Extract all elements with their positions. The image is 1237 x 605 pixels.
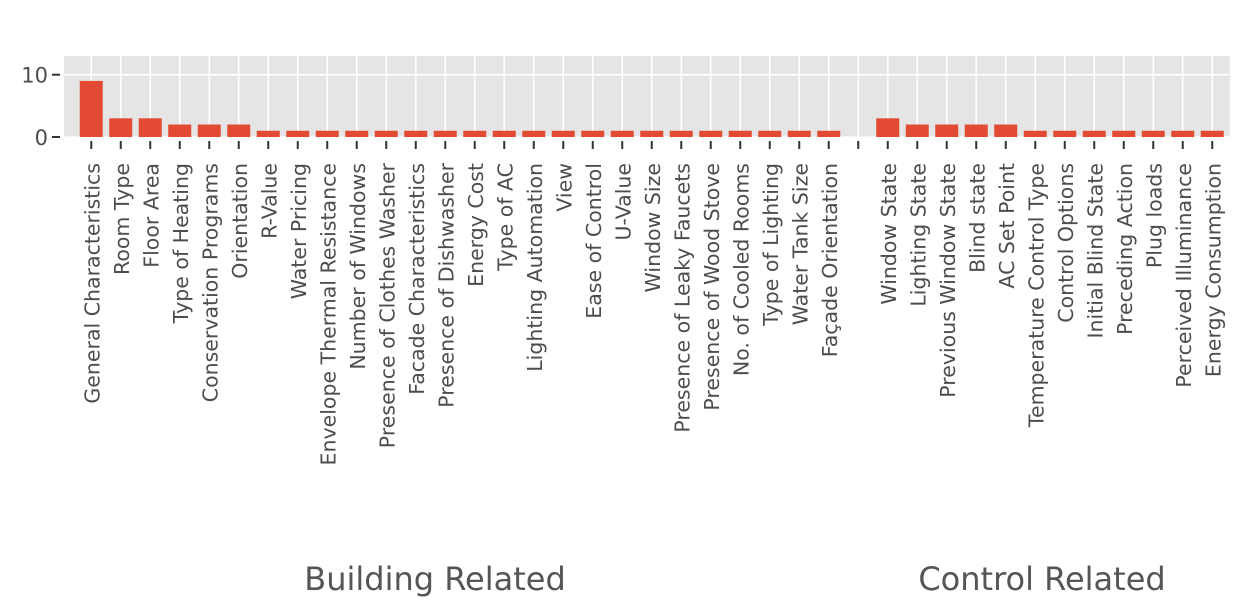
bar xyxy=(1171,130,1195,137)
bar xyxy=(817,130,841,137)
x-tick-label: Room Type xyxy=(110,163,134,275)
bar xyxy=(1141,130,1165,137)
bar xyxy=(227,124,251,137)
bar xyxy=(581,130,605,137)
bar xyxy=(964,124,988,137)
x-tick-label: Window Size xyxy=(641,163,665,292)
x-tick-label: Presence of Clothes Washer xyxy=(375,162,399,448)
x-tick-label: Temperature Control Type xyxy=(1024,163,1048,428)
bar xyxy=(787,130,811,137)
bar xyxy=(138,118,162,137)
group-label-control: Control Related xyxy=(918,560,1165,598)
x-tick-label: Lighting Automation xyxy=(523,163,547,372)
bar xyxy=(1082,130,1106,137)
bar xyxy=(640,130,664,137)
x-tick-label: No. of Cooled Rooms xyxy=(729,163,753,376)
bars xyxy=(79,80,1224,137)
x-tick-label: R-Value xyxy=(257,163,281,239)
x-tick-label: Orientation xyxy=(228,163,252,279)
x-axis-labels: General Characteristics Room Type Floor Ar… xyxy=(80,162,1225,465)
x-tick-label: AC Set Point xyxy=(995,163,1019,289)
x-tick-label: Presence of Dishwasher xyxy=(434,162,458,407)
x-tick-label: Presence of Wood Stove xyxy=(700,163,724,411)
x-tick-label: Ease of Control xyxy=(582,163,606,319)
x-tick-label: Control Options xyxy=(1054,163,1078,323)
x-tick-label: View xyxy=(552,163,576,212)
x-tick-label: Floor Area xyxy=(139,163,163,268)
x-tick-label: Energy Consumption xyxy=(1201,163,1225,377)
bar xyxy=(905,124,929,137)
y-axis: 0 10 xyxy=(21,64,60,150)
x-tick-label: Previous Window State xyxy=(936,163,960,398)
bar xyxy=(551,130,575,137)
bar xyxy=(433,130,457,137)
bar xyxy=(1112,130,1136,137)
x-tick-label: Water Pricing xyxy=(287,163,311,299)
x-tick-label: U-Value xyxy=(611,163,635,241)
bar xyxy=(1200,130,1224,137)
bar xyxy=(492,130,516,137)
bar xyxy=(168,124,192,137)
x-tick-label: Facade Characteristics xyxy=(405,163,429,395)
bar xyxy=(994,124,1018,137)
x-tick-label: Type of Lighting xyxy=(759,163,783,327)
bar xyxy=(610,130,634,137)
x-tick-label: Façade Orientation xyxy=(818,163,842,357)
y-tick-label: 0 xyxy=(35,126,48,150)
bar xyxy=(463,130,487,137)
bar xyxy=(256,130,280,137)
bar xyxy=(728,130,752,137)
x-tick-label: Conservation Programs xyxy=(198,163,222,402)
bar xyxy=(109,118,133,137)
bar xyxy=(1023,130,1047,137)
bar xyxy=(1053,130,1077,137)
x-tick-label: Perceived Illuminance xyxy=(1172,163,1196,388)
x-tick-label: Water Tank Size xyxy=(788,163,812,325)
x-tick-label: General Characteristics xyxy=(80,163,104,404)
x-tick-label: Energy Cost xyxy=(464,163,488,287)
x-tick-label: Window State xyxy=(877,163,901,305)
bar xyxy=(79,80,103,137)
x-tick-label: Blind state xyxy=(965,163,989,273)
bar xyxy=(374,130,398,137)
x-tick-label: Initial Blind State xyxy=(1083,163,1107,338)
bar xyxy=(876,118,900,137)
bar xyxy=(758,130,782,137)
x-tick-label: Number of Windows xyxy=(346,163,370,370)
bar xyxy=(315,130,339,137)
x-tick-label: Plug loads xyxy=(1142,163,1166,268)
bar xyxy=(197,124,221,137)
bar xyxy=(345,130,369,137)
bar xyxy=(522,130,546,137)
bar xyxy=(286,130,310,137)
x-tick-label: Envelope Thermal Resistance xyxy=(316,163,340,465)
bar xyxy=(669,130,693,137)
bar xyxy=(935,124,959,137)
x-tick-label: Lighting State xyxy=(906,163,930,307)
bar xyxy=(404,130,428,137)
axis-ticks xyxy=(90,141,1214,149)
x-tick-label: Type of AC xyxy=(493,163,517,272)
x-tick-label: Preceding Action xyxy=(1113,163,1137,335)
x-tick-label: Presence of Leaky Faucets xyxy=(670,163,694,433)
group-label-building: Building Related xyxy=(304,560,566,598)
y-tick-label: 10 xyxy=(21,64,48,88)
bar xyxy=(699,130,723,137)
x-tick-label: Type of Heating xyxy=(169,163,193,324)
